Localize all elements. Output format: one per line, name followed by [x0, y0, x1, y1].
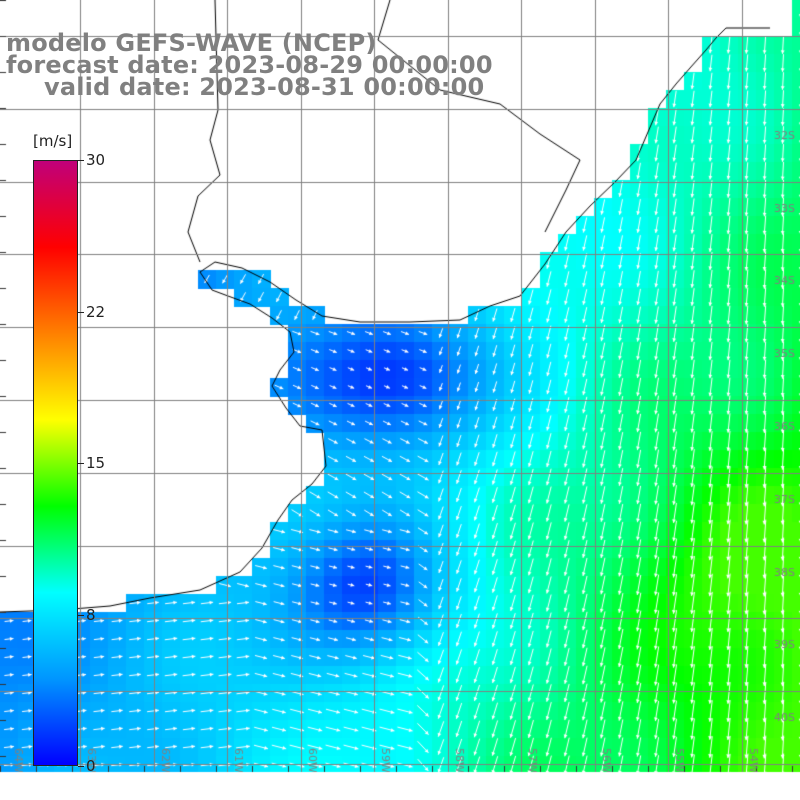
colorbar-tick-mark: [78, 311, 84, 313]
colorbar-tick-label: 22: [86, 302, 106, 321]
colorbar: [33, 160, 78, 766]
colorbar-tick-label: 0: [86, 757, 96, 775]
forecast-date: forecast date: 2023-08-29 00:00:00: [6, 51, 493, 79]
valid-date: valid date: 2023-08-31 00:00:00: [44, 73, 485, 101]
colorbar-tick-mark: [78, 766, 84, 767]
colorbar-tick-label: 15: [86, 454, 106, 472]
colorbar-tick-label: 30: [86, 151, 106, 169]
colorbar-tick-label: 8: [86, 605, 96, 624]
colorbar-tick-mark: [78, 160, 84, 161]
colorbar-tick-mark: [78, 463, 84, 464]
model-title: modelo GEFS-WAVE (NCEP): [6, 29, 377, 57]
colorbar-unit: [m/s]: [33, 132, 73, 150]
colorbar-tick-mark: [78, 614, 84, 616]
